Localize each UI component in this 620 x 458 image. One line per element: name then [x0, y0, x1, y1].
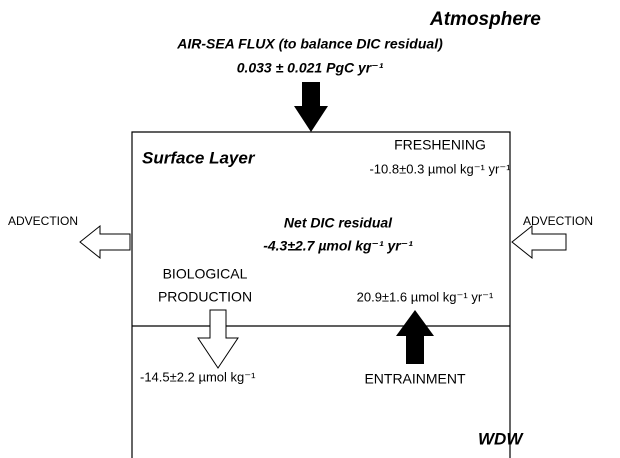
biological-arrow [197, 309, 239, 369]
advection-right-arrow [511, 224, 567, 260]
residual-value: -4.3±2.7 µmol kg⁻¹ yr⁻¹ [263, 238, 413, 254]
deep-title: WDW [478, 429, 524, 448]
surface-box [131, 131, 511, 458]
freshening-value: -10.8±0.3 µmol kg⁻¹ yr⁻¹ [369, 161, 511, 176]
freshening-label: FRESHENING [394, 137, 486, 153]
surface-title: Surface Layer [142, 148, 256, 167]
biological-label: BIOLOGICAL [163, 266, 248, 282]
flux-label: AIR-SEA FLUX (to balance DIC residual) [176, 36, 443, 52]
entrainment-label: ENTRAINMENT [364, 371, 466, 387]
advection-left-arrow [79, 224, 131, 260]
entrainment-value: 20.9±1.6 µmol kg⁻¹ yr⁻¹ [357, 289, 494, 304]
flux-value: 0.033 ± 0.021 PgC yr⁻¹ [237, 60, 384, 76]
entrainment-arrow [396, 310, 434, 364]
biological-label: PRODUCTION [158, 289, 252, 305]
flux-arrow [294, 82, 328, 132]
advection-left-label: ADVECTION [8, 214, 78, 228]
advection-right-label: ADVECTION [523, 214, 593, 228]
residual-label: Net DIC residual [284, 215, 393, 231]
atmosphere-title: Atmosphere [429, 9, 541, 30]
biological-value: -14.5±2.2 µmol kg⁻¹ [140, 369, 256, 384]
